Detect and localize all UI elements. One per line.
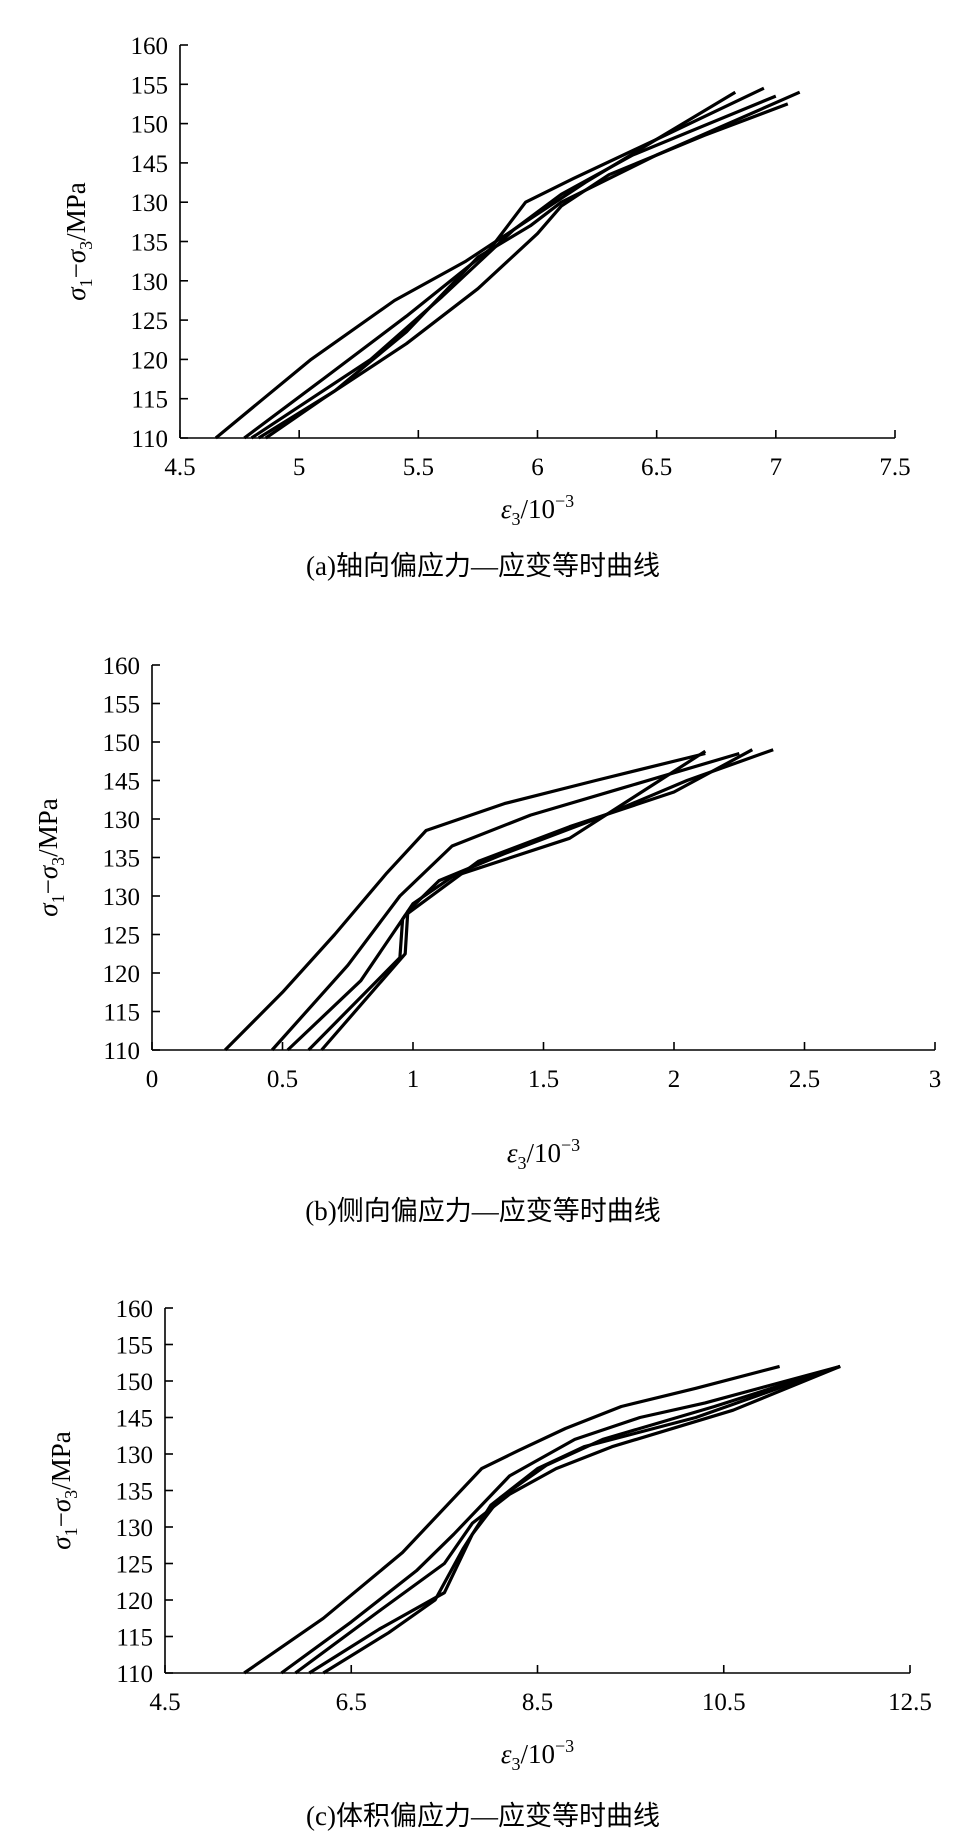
x-tick-label: 4.5	[149, 1689, 180, 1716]
y-tick-label: 130	[131, 269, 169, 296]
y-tick-label: 130	[116, 1515, 154, 1542]
y-tick-label: 125	[103, 923, 141, 950]
y-tick-label: 160	[116, 1296, 154, 1323]
x-tick-label: 0.5	[267, 1066, 298, 1093]
y-tick-label: 125	[131, 308, 169, 335]
x-tick-label: 2.5	[789, 1066, 820, 1093]
y-tick-label: 120	[103, 961, 141, 988]
chart-panel-2: 110 115 120 125 130 135 130 145 150 155 160 0 0.5 1 1.…	[33, 653, 941, 1226]
y-tick-label: 130	[103, 807, 141, 834]
x-tick-label: 10.5	[702, 1689, 746, 1716]
series-line-2	[280, 1364, 841, 1675]
x-tick-label: 7	[770, 454, 783, 481]
y-tick-label: 115	[103, 1000, 140, 1027]
y-tick-label: 145	[103, 769, 141, 796]
figure-caption: (b)侧向偏应力—应变等时曲线	[305, 1196, 660, 1226]
y-tick-label: 150	[103, 730, 141, 757]
x-tick-label: 1	[407, 1066, 420, 1093]
x-tick-label: 8.5	[522, 1689, 553, 1716]
x-tick-label: 5	[293, 454, 306, 481]
chart-panel-3: 110 115 120 125 130 135 130 145 150 155 160 4.5 6.5 8…	[46, 1296, 932, 1831]
y-tick-label: 135	[131, 230, 169, 257]
series-line-2	[243, 86, 765, 440]
series-line-1	[243, 1364, 781, 1675]
figure-caption: (c)体积偏应力—应变等时曲线	[306, 1801, 660, 1831]
x-tick-label: 6	[531, 454, 544, 481]
y-tick-label: 160	[103, 653, 141, 680]
y-tick-label: 150	[131, 112, 169, 139]
y-tick-label: 110	[103, 1038, 140, 1065]
series-line-5	[264, 102, 789, 440]
y-tick-label: 155	[103, 692, 141, 719]
y-tick-label: 125	[116, 1552, 154, 1579]
y-tick-label: 120	[131, 347, 169, 374]
x-tick-label: 5.5	[403, 454, 434, 481]
y-tick-label: 135	[103, 846, 141, 873]
x-tick-label: 7.5	[879, 454, 910, 481]
series-line-5	[322, 1364, 841, 1675]
x-tick-label: 3	[929, 1066, 942, 1093]
y-tick-label: 130	[116, 1442, 154, 1469]
y-tick-label: 160	[131, 33, 169, 60]
y-tick-label: 120	[116, 1588, 154, 1615]
y-tick-label: 110	[131, 426, 168, 453]
y-tick-label: 130	[131, 190, 169, 217]
series-line-4	[308, 1364, 841, 1675]
series-line-2	[270, 751, 740, 1052]
x-axis-label: ε3/10−3	[507, 1135, 580, 1173]
x-tick-label: 6.5	[336, 1689, 367, 1716]
series-line-3	[294, 1364, 841, 1675]
figure-caption: (a)轴向偏应力—应变等时曲线	[306, 551, 660, 581]
x-tick-label: 2	[668, 1066, 681, 1093]
y-tick-label: 130	[103, 884, 141, 911]
x-tick-label: 0	[146, 1066, 159, 1093]
x-tick-label: 12.5	[888, 1689, 932, 1716]
y-tick-label: 115	[116, 1625, 153, 1652]
x-tick-label: 4.5	[164, 454, 195, 481]
y-tick-label: 145	[116, 1406, 154, 1433]
y-tick-label: 115	[131, 387, 168, 414]
chart-panel-1: 110 115 120 125 130 135 130 145 150 155 160 4.5 5 5.5…	[61, 33, 911, 581]
y-axis-label: σ1−σ3/MPa	[46, 1431, 81, 1549]
series-line-3	[286, 748, 754, 1052]
series-line-5	[320, 748, 774, 1052]
y-tick-label: 110	[116, 1661, 153, 1688]
y-axis-label: σ1−σ3/MPa	[61, 182, 96, 300]
y-axis-label: σ1−σ3/MPa	[33, 798, 68, 916]
x-axis-label: ε3/10−3	[501, 1736, 574, 1774]
y-tick-label: 150	[116, 1369, 154, 1396]
x-tick-label: 6.5	[641, 454, 672, 481]
y-tick-label: 155	[116, 1333, 154, 1360]
x-tick-label: 1.5	[528, 1066, 559, 1093]
series-line-3	[250, 94, 777, 440]
y-tick-label: 135	[116, 1479, 154, 1506]
x-axis-label: ε3/10−3	[501, 491, 574, 529]
y-tick-label: 155	[131, 72, 169, 99]
y-tick-label: 145	[131, 151, 169, 178]
series-line-1	[223, 751, 706, 1052]
series-line-4	[307, 749, 707, 1052]
